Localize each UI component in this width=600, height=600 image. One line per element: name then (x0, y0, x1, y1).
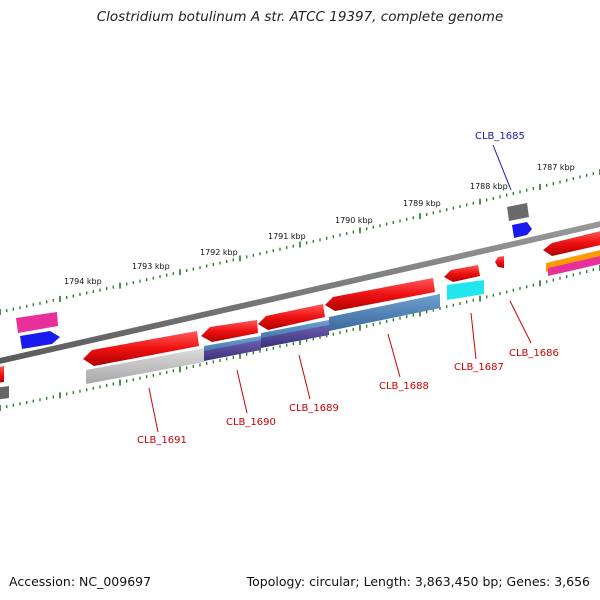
gene-label-clb-1688: CLB_1688 (379, 381, 429, 392)
leader-clb-1686 (509, 300, 532, 344)
cog-block-cyan (447, 280, 484, 300)
gene-labels: CLB_1685 CLB_1686 CLB_1687 CLB_1688 CLB_… (137, 131, 559, 446)
leader-lines (148, 144, 532, 433)
cog-block-indigo-1 (204, 340, 261, 361)
kbp-labels: 1794 kbp 1793 kbp 1792 kbp 1791 kbp 1790… (64, 163, 575, 286)
leader-clb-1688 (387, 333, 401, 378)
accession-text: Accession: NC_009697 (9, 574, 152, 589)
forward-strand-genes (0, 231, 600, 383)
cog-block-magenta-left (16, 312, 58, 333)
gene-right-edge (543, 231, 600, 256)
gene-label-clb-1686: CLB_1686 (509, 348, 559, 359)
gene-clb-1691 (83, 331, 199, 366)
cog-blocks (0, 203, 600, 400)
cog-block-steel-3 (329, 294, 440, 331)
cog-block-grey-left (0, 386, 9, 400)
gene-left-edge (0, 366, 4, 383)
topology-text: Topology: circular; Length: 3,863,450 bp… (246, 574, 590, 589)
leader-clb-1690 (236, 369, 248, 414)
cog-block-blue-left (20, 331, 60, 349)
gene-clb-1690 (201, 320, 258, 342)
kbp-label: 1791 kbp (268, 232, 306, 241)
gene-label-clb-1689: CLB_1689 (289, 403, 339, 414)
gene-label-clb-1691: CLB_1691 (137, 435, 187, 446)
kbp-label: 1787 kbp (537, 163, 575, 172)
kbp-label: 1792 kbp (200, 248, 238, 257)
gene-clb-1688 (325, 278, 435, 311)
kbp-label: 1790 kbp (335, 216, 373, 225)
cog-block-indigo-2 (261, 325, 329, 348)
cog-block-grey-top (507, 203, 529, 221)
kbp-label: 1793 kbp (132, 262, 170, 271)
leader-clb-1687 (470, 312, 477, 360)
cog-block-grey (86, 348, 204, 384)
kbp-label: 1788 kbp (470, 182, 508, 191)
genome-title: Clostridium botulinum A str. ATCC 19397,… (96, 9, 504, 25)
gene-label-clb-1687: CLB_1687 (454, 362, 504, 373)
genome-backbone (0, 221, 600, 364)
leader-clb-1689 (298, 354, 311, 400)
kbp-label: 1794 kbp (64, 277, 102, 286)
gene-clb-1687 (444, 265, 480, 282)
leader-clb-1691 (148, 387, 159, 433)
gene-label-clb-1690: CLB_1690 (226, 417, 276, 428)
kbp-tick-track-upper (0, 169, 600, 315)
gene-clb-1689 (258, 304, 325, 330)
gene-clb-1686 (495, 256, 504, 268)
kbp-label: 1789 kbp (403, 199, 441, 208)
gene-label-clb-1685: CLB_1685 (475, 131, 525, 142)
cog-block-blue-top (512, 222, 532, 238)
leader-clb-1685 (492, 144, 512, 191)
cog-block-magenta-right (548, 256, 600, 276)
